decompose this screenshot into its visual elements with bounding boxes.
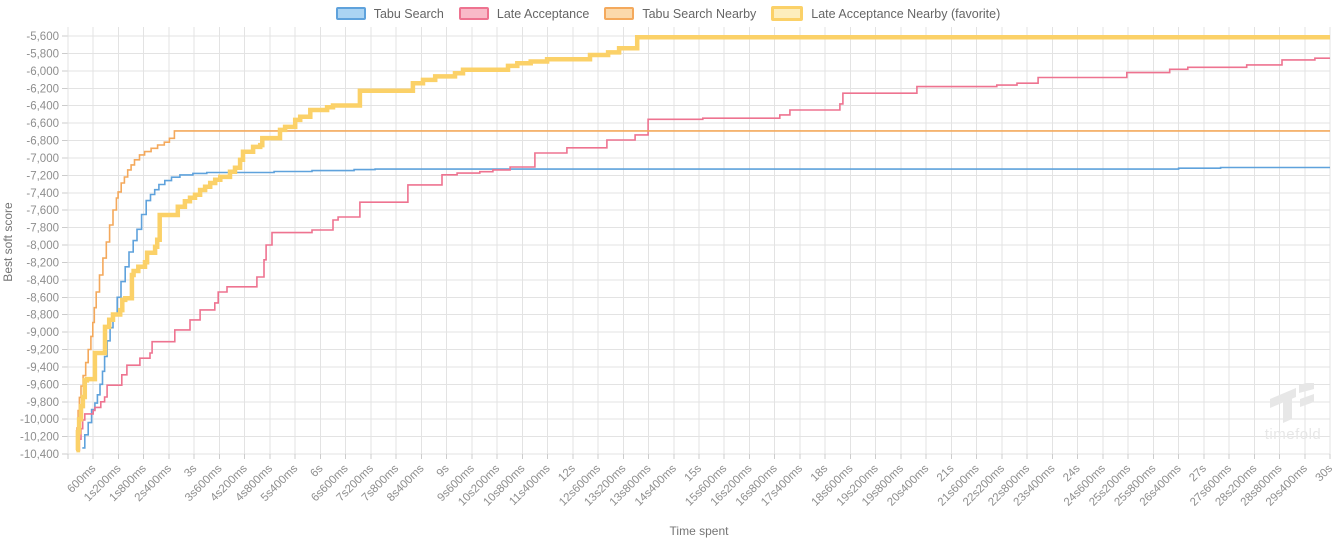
svg-text:9s: 9s bbox=[435, 462, 452, 479]
svg-text:-6,200: -6,200 bbox=[26, 83, 59, 95]
svg-text:-8,800: -8,800 bbox=[26, 310, 59, 322]
svg-text:6s: 6s bbox=[308, 462, 325, 479]
svg-text:-7,200: -7,200 bbox=[26, 170, 59, 182]
svg-text:-9,600: -9,600 bbox=[26, 379, 59, 391]
svg-text:12s: 12s bbox=[556, 462, 578, 484]
legend-item-late-acceptance[interactable]: Late Acceptance bbox=[458, 6, 590, 21]
svg-text:-6,400: -6,400 bbox=[26, 101, 59, 113]
legend-label: Tabu Search bbox=[373, 6, 444, 21]
svg-text:-9,400: -9,400 bbox=[26, 362, 59, 374]
svg-text:27s: 27s bbox=[1187, 462, 1209, 484]
svg-text:-7,800: -7,800 bbox=[26, 223, 59, 235]
legend-label: Tabu Search Nearby bbox=[642, 6, 757, 21]
legend-swatch bbox=[771, 6, 804, 21]
legend-swatch bbox=[335, 7, 366, 20]
svg-text:-7,400: -7,400 bbox=[26, 188, 59, 200]
svg-text:-5,600: -5,600 bbox=[26, 31, 59, 43]
svg-text:-8,600: -8,600 bbox=[26, 292, 59, 304]
svg-text:-7,600: -7,600 bbox=[26, 205, 59, 217]
svg-text:-9,000: -9,000 bbox=[26, 327, 59, 339]
legend-label: Late Acceptance bbox=[496, 6, 590, 21]
chart-legend: Tabu Search Late Acceptance Tabu Search Ne… bbox=[0, 6, 1336, 21]
svg-text:-10,000: -10,000 bbox=[20, 414, 59, 426]
svg-text:-6,000: -6,000 bbox=[26, 66, 59, 78]
svg-text:-7,000: -7,000 bbox=[26, 153, 59, 165]
svg-text:-6,800: -6,800 bbox=[26, 136, 59, 148]
svg-text:-5,800: -5,800 bbox=[26, 48, 59, 60]
svg-text:-8,400: -8,400 bbox=[26, 275, 59, 287]
svg-text:30s: 30s bbox=[1314, 462, 1336, 484]
svg-text:-10,400: -10,400 bbox=[20, 449, 59, 461]
legend-label: Late Acceptance Nearby (favorite) bbox=[811, 6, 1001, 21]
svg-text:24s: 24s bbox=[1061, 462, 1083, 484]
svg-text:18s: 18s bbox=[809, 462, 831, 484]
svg-text:3s: 3s bbox=[182, 462, 199, 479]
svg-text:-8,200: -8,200 bbox=[26, 257, 59, 269]
svg-text:-9,800: -9,800 bbox=[26, 397, 59, 409]
svg-text:-6,600: -6,600 bbox=[26, 118, 59, 130]
legend-swatch bbox=[604, 7, 635, 20]
svg-text:-10,200: -10,200 bbox=[20, 432, 59, 444]
legend-item-tabu-search-nearby[interactable]: Tabu Search Nearby bbox=[604, 7, 756, 21]
svg-text:-9,200: -9,200 bbox=[26, 345, 59, 357]
series-line-tabu-search-nearby bbox=[76, 130, 1330, 451]
series-line-tabu-search bbox=[82, 166, 1330, 449]
y-axis-title: Best soft score bbox=[1, 202, 15, 282]
series-line-late-acceptance bbox=[77, 57, 1330, 451]
svg-text:21s: 21s bbox=[935, 462, 957, 484]
legend-item-late-acceptance-nearby-favorite[interactable]: Late Acceptance Nearby (favorite) bbox=[771, 6, 1000, 21]
series-line-late-acceptance-nearby-favorite bbox=[75, 34, 1330, 453]
legend-swatch bbox=[458, 7, 489, 20]
svg-text:-8,000: -8,000 bbox=[26, 240, 59, 252]
x-axis-title: Time spent bbox=[669, 524, 729, 538]
legend-item-tabu-search[interactable]: Tabu Search bbox=[335, 6, 444, 21]
svg-text:15s: 15s bbox=[683, 462, 705, 484]
